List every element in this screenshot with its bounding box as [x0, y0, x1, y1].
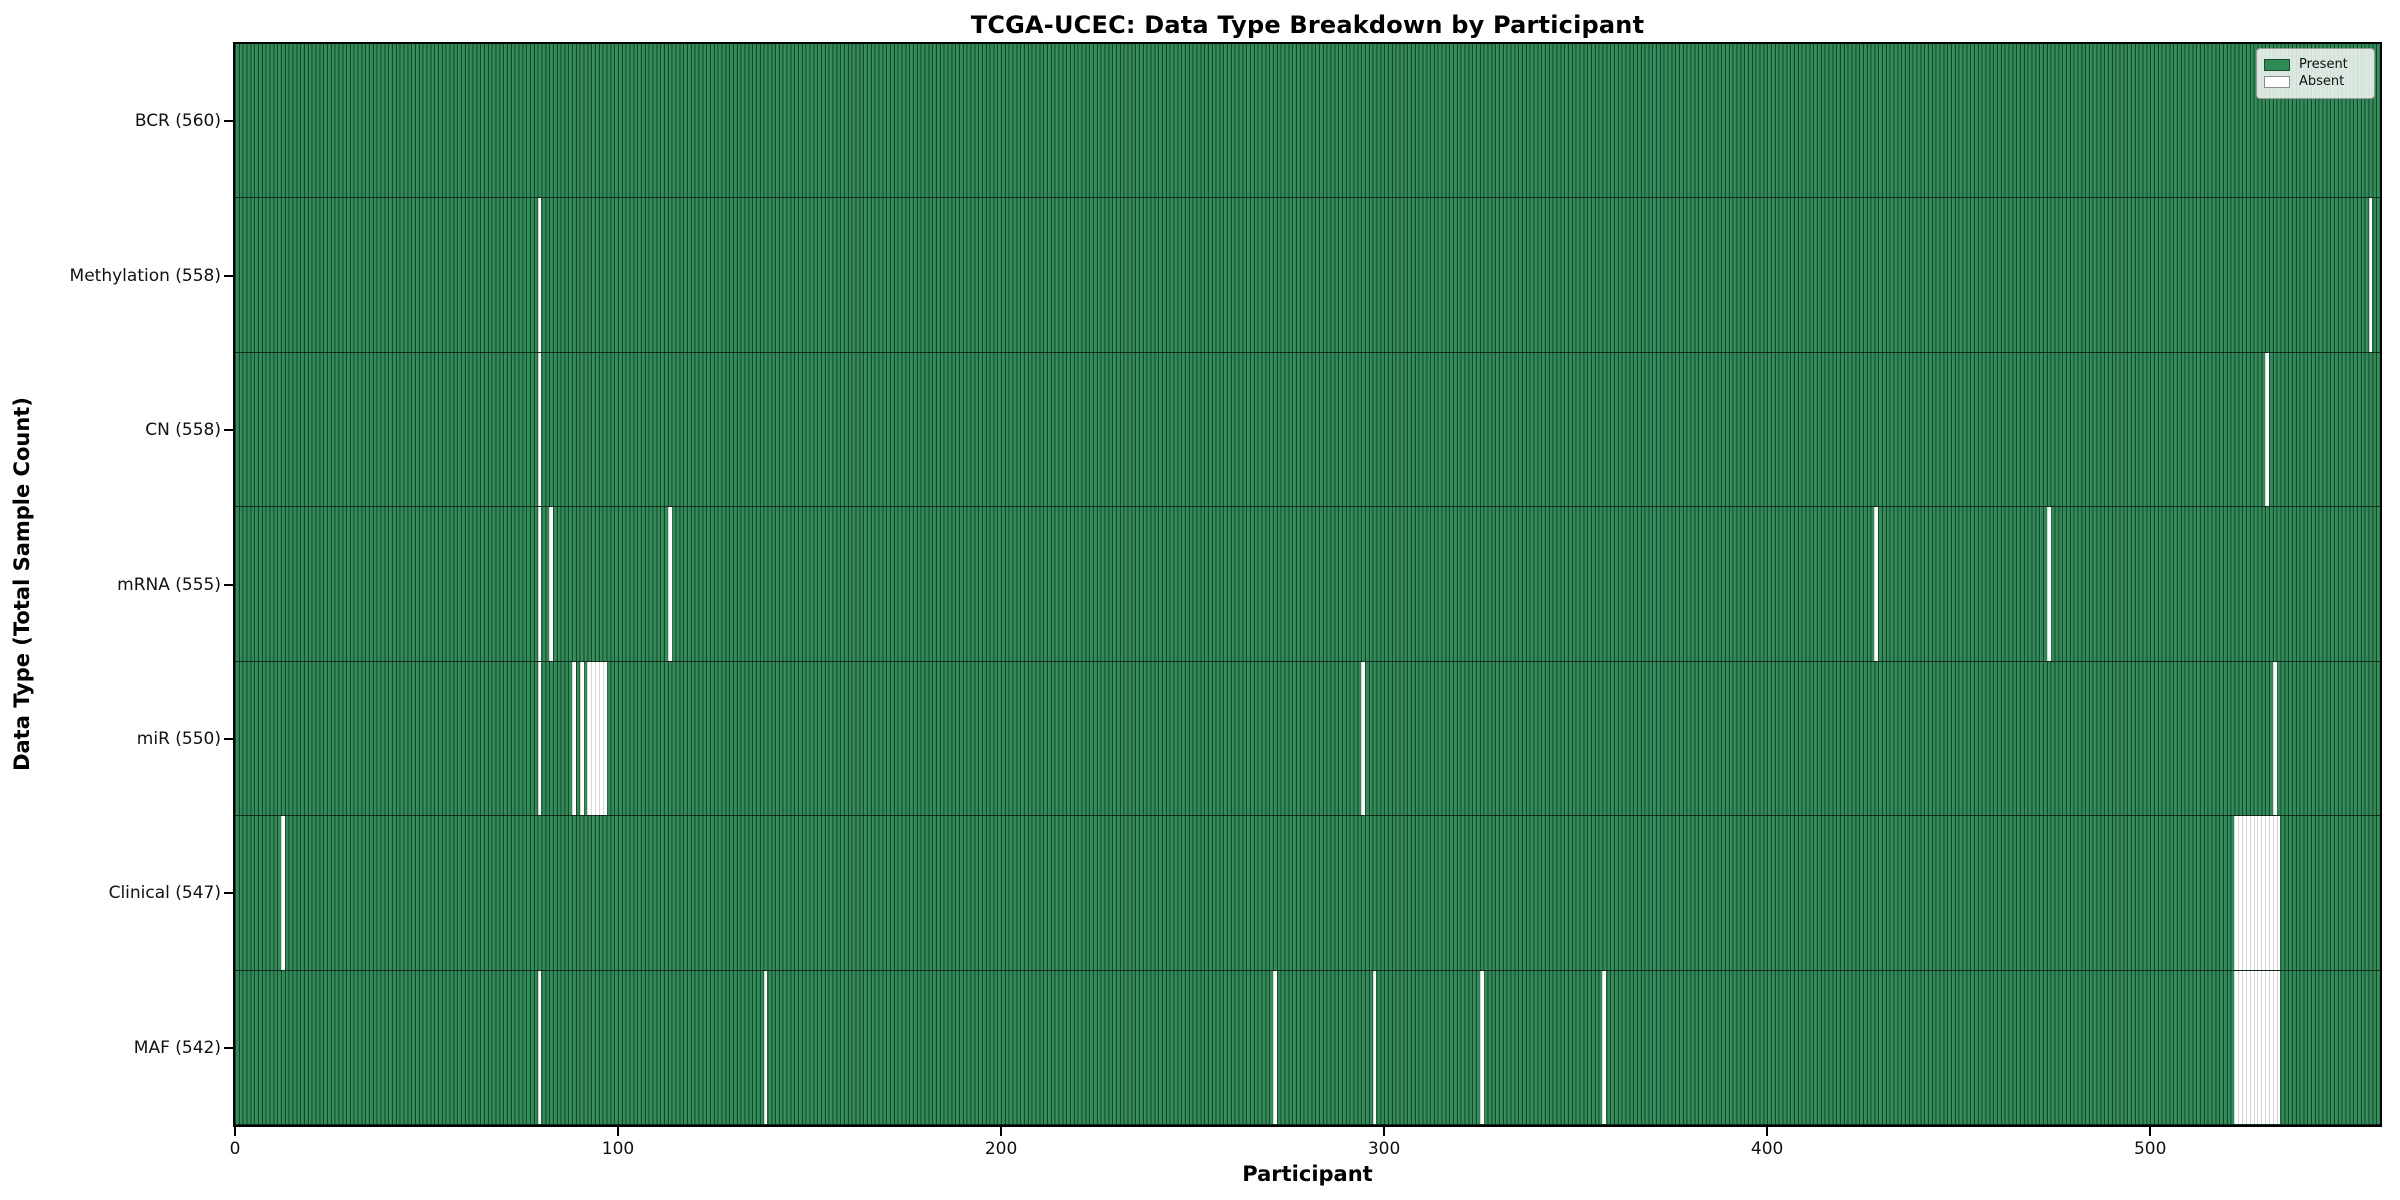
y-tick-label-mrna: mRNA (555)	[117, 574, 221, 595]
absent-stripe	[2238, 816, 2243, 970]
absent-stripe	[595, 661, 599, 816]
legend-item-absent: Absent	[2264, 75, 2366, 89]
absent-stripe	[2253, 816, 2258, 970]
y-tick-mark	[224, 274, 233, 277]
legend-item-present: Present	[2264, 58, 2366, 72]
absent-stripe	[1372, 970, 1377, 1124]
y-axis-label: Data Type (Total Sample Count)	[10, 397, 34, 771]
y-tick-label-cn: CN (558)	[145, 420, 221, 441]
x-tick-label: 300	[1367, 1139, 1401, 1159]
x-tick-mark	[2149, 1127, 2152, 1136]
legend-label: Absent	[2299, 74, 2345, 89]
y-tick-mark	[224, 892, 233, 895]
absent-stripe	[2242, 970, 2246, 1124]
y-tick-mark	[224, 1046, 233, 1049]
absent-stripe	[579, 661, 584, 816]
row-cn	[235, 352, 2380, 508]
x-tick-mark	[1000, 1127, 1003, 1136]
y-tick-label-mir: miR (550)	[136, 728, 221, 749]
absent-stripe	[2265, 970, 2269, 1124]
x-axis-label: Participant	[1242, 1162, 1373, 1186]
absent-stripe	[598, 661, 603, 816]
absent-stripe	[549, 507, 553, 661]
absent-stripe	[2249, 816, 2254, 970]
x-tick-label: 0	[229, 1139, 241, 1159]
absent-stripe	[2261, 970, 2266, 1124]
y-tick-mark	[224, 120, 233, 123]
absent-stripe	[2257, 970, 2262, 1124]
absent-stripe	[2245, 816, 2250, 970]
absent-stripe	[537, 198, 542, 352]
absent-stripe	[2268, 816, 2273, 970]
absent-stripe	[1361, 661, 1365, 816]
absent-stripe	[1479, 970, 1484, 1124]
absent-stripe	[537, 507, 542, 661]
absent-stripe	[2261, 816, 2266, 970]
absent-stripe	[537, 661, 542, 816]
absent-stripe	[2257, 816, 2262, 970]
y-tick-mark	[224, 737, 233, 740]
y-tick-label-bcr: BCR (560)	[134, 111, 221, 132]
legend-label: Present	[2299, 57, 2348, 72]
legend: Present Absent	[2256, 48, 2375, 99]
x-tick-label: 200	[984, 1139, 1018, 1159]
x-tick-mark	[1766, 1127, 1769, 1136]
y-tick-label-clinical: Clinical (547)	[108, 883, 221, 904]
absent-stripe	[2268, 970, 2273, 1124]
absent-stripe	[2238, 970, 2243, 1124]
absent-stripe	[2272, 816, 2277, 970]
y-tick-mark	[224, 429, 233, 432]
absent-stripe	[587, 661, 592, 816]
y-tick-label-methylation: Methylation (558)	[69, 265, 221, 286]
absent-stripe	[2249, 970, 2254, 1124]
row-maf	[235, 970, 2380, 1125]
x-tick-label: 500	[2133, 1139, 2167, 1159]
x-tick-label: 400	[1750, 1139, 1784, 1159]
absent-stripe	[280, 816, 285, 970]
legend-swatch-absent	[2264, 76, 2290, 88]
absent-stripe	[1602, 970, 1607, 1124]
x-tick-mark	[1383, 1127, 1386, 1136]
absent-stripe	[763, 970, 768, 1124]
row-methylation	[235, 198, 2380, 353]
absent-stripe	[1273, 970, 1277, 1124]
absent-stripe	[2242, 816, 2246, 970]
absent-stripe	[2253, 970, 2258, 1124]
absent-stripe	[2272, 661, 2277, 816]
absent-stripe	[2265, 352, 2269, 507]
absent-stripe	[602, 661, 607, 816]
absent-stripe	[2046, 507, 2051, 661]
absent-stripe	[1874, 507, 1879, 661]
absent-stripe	[537, 352, 542, 507]
y-tick-mark	[224, 583, 233, 586]
x-tick-mark	[234, 1127, 236, 1136]
row-mrna	[235, 507, 2380, 662]
plot-area: Present Absent	[233, 42, 2382, 1127]
absent-stripe	[591, 661, 596, 816]
row-clinical	[235, 816, 2380, 971]
absent-stripe	[2368, 198, 2373, 352]
legend-swatch-present	[2264, 59, 2290, 71]
x-tick-mark	[617, 1127, 620, 1136]
y-tick-label-maf: MAF (542)	[133, 1037, 221, 1058]
absent-stripe	[2276, 816, 2281, 970]
absent-stripe	[2245, 970, 2250, 1124]
absent-stripe	[2276, 970, 2281, 1124]
absent-stripe	[572, 661, 576, 816]
absent-stripe	[537, 970, 542, 1124]
absent-stripe	[2234, 970, 2239, 1124]
chart-title: TCGA-UCEC: Data Type Breakdown by Partic…	[970, 11, 1645, 39]
absent-stripe	[2272, 970, 2277, 1124]
absent-stripe	[667, 507, 672, 661]
x-tick-label: 100	[601, 1139, 635, 1159]
row-mir	[235, 661, 2380, 817]
absent-stripe	[2234, 816, 2239, 970]
absent-stripe	[2265, 816, 2269, 970]
row-bcr	[235, 44, 2380, 199]
